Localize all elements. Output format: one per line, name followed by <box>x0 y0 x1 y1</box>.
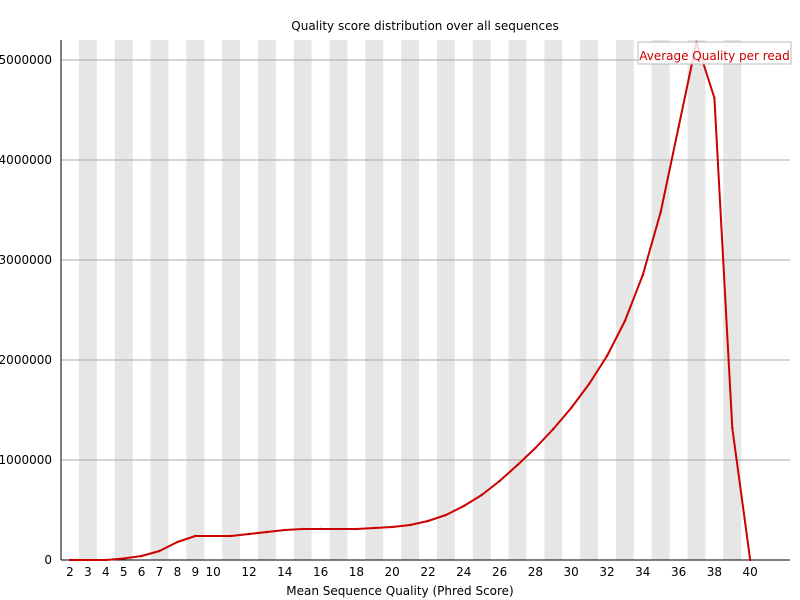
data-point <box>749 558 752 562</box>
background-band <box>651 40 670 560</box>
background-band <box>257 40 276 560</box>
x-tick-label: 14 <box>277 565 292 579</box>
background-band <box>114 40 133 560</box>
background-band <box>615 40 634 560</box>
x-tick-label: 24 <box>456 565 471 579</box>
data-point <box>122 557 125 560</box>
data-point <box>86 558 90 562</box>
background-band <box>329 40 348 560</box>
background-band <box>723 40 742 560</box>
data-point <box>68 558 72 562</box>
background-band <box>401 40 420 560</box>
background-band <box>472 40 491 560</box>
background-band <box>365 40 384 560</box>
data-point <box>498 479 501 483</box>
background-band <box>293 40 312 560</box>
data-point <box>283 528 286 532</box>
x-tick-label: 6 <box>138 565 146 579</box>
x-tick-label: 3 <box>84 565 92 579</box>
x-tick-label: 20 <box>385 565 400 579</box>
data-point <box>104 558 108 562</box>
data-point <box>301 527 304 531</box>
x-tick-label: 38 <box>707 565 722 579</box>
x-tick-label: 40 <box>743 565 758 579</box>
background-bands <box>78 40 742 560</box>
data-point <box>337 527 340 531</box>
x-tick-label: 32 <box>599 565 614 579</box>
data-point <box>731 426 734 430</box>
data-point <box>641 273 644 277</box>
data-point <box>534 446 537 450</box>
y-tick-label: 3000000 <box>0 253 52 267</box>
x-tick-label: 18 <box>349 565 364 579</box>
background-band <box>150 40 169 560</box>
y-tick-label: 0 <box>44 553 52 567</box>
x-tick-label: 30 <box>564 565 579 579</box>
data-point <box>265 530 269 534</box>
legend-label: Average Quality per read <box>639 49 790 63</box>
x-tick-label: 9 <box>191 565 199 579</box>
data-point <box>212 534 215 538</box>
x-tick-label: 8 <box>174 565 182 579</box>
data-point <box>194 534 197 538</box>
data-point <box>623 319 627 323</box>
data-point <box>319 527 322 531</box>
legend-box <box>637 41 792 65</box>
data-point <box>713 96 716 100</box>
x-tick-label: 16 <box>313 565 328 579</box>
background-band <box>78 40 97 560</box>
x-tick-label: 22 <box>420 565 435 579</box>
data-point <box>570 406 573 410</box>
data-point <box>426 519 430 523</box>
x-tick-label: 10 <box>206 565 221 579</box>
x-tick-label: 26 <box>492 565 507 579</box>
data-point <box>247 532 251 536</box>
y-tick-label: 4000000 <box>0 153 52 167</box>
data-point <box>391 525 394 529</box>
background-band <box>436 40 455 560</box>
x-tick-label: 5 <box>120 565 128 579</box>
x-tick-label: 2 <box>66 565 74 579</box>
background-band <box>186 40 205 560</box>
data-point <box>373 526 376 530</box>
data-point <box>552 427 555 431</box>
background-band <box>544 40 563 560</box>
background-band <box>508 40 527 560</box>
data-point <box>516 463 519 467</box>
data-point <box>140 554 143 558</box>
x-tick-label: 4 <box>102 565 110 579</box>
x-tick-label: 36 <box>671 565 686 579</box>
data-point <box>480 493 483 497</box>
x-tick-label: 34 <box>635 565 650 579</box>
background-band <box>687 40 706 560</box>
y-tick-label: 2000000 <box>0 353 52 367</box>
data-point <box>176 540 179 544</box>
data-point <box>462 504 465 508</box>
data-point <box>408 523 412 527</box>
background-band <box>222 40 241 560</box>
y-tick-label: 1000000 <box>0 453 52 467</box>
series-layer <box>68 40 752 562</box>
data-point <box>659 210 662 214</box>
data-point <box>158 549 161 553</box>
data-point <box>605 354 609 358</box>
data-point <box>444 513 448 517</box>
data-point <box>677 125 680 129</box>
y-tick-label: 5000000 <box>0 53 52 67</box>
data-point <box>587 382 591 386</box>
data-point <box>355 527 358 531</box>
x-axis-label: Mean Sequence Quality (Phred Score) <box>286 584 514 598</box>
background-band <box>580 40 599 560</box>
legend: Average Quality per read <box>637 41 792 65</box>
chart-title: Quality score distribution over all sequ… <box>291 19 558 33</box>
x-tick-label: 28 <box>528 565 543 579</box>
data-point <box>229 534 233 538</box>
x-tick-label: 7 <box>156 565 164 579</box>
x-tick-label: 12 <box>241 565 256 579</box>
